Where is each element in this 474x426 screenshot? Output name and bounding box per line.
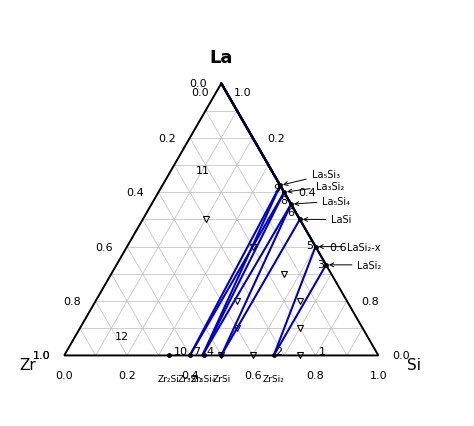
Text: 0.6: 0.6	[244, 370, 262, 380]
Text: 1.0: 1.0	[234, 87, 252, 97]
Text: 0.6: 0.6	[330, 242, 347, 252]
Text: Si: Si	[407, 357, 420, 372]
Text: 1.0: 1.0	[370, 370, 387, 380]
Text: 4: 4	[207, 346, 214, 357]
Text: 8: 8	[280, 196, 287, 205]
Text: Zr₂Si: Zr₂Si	[158, 374, 180, 383]
Text: 2: 2	[275, 346, 282, 357]
Text: 0.6: 0.6	[95, 242, 113, 252]
Text: 0.8: 0.8	[64, 296, 82, 306]
Text: 9: 9	[273, 184, 281, 194]
Text: 12: 12	[115, 331, 129, 342]
Text: 5: 5	[307, 241, 313, 250]
Text: 0.0: 0.0	[55, 370, 73, 380]
Text: La₃Si₂: La₃Si₂	[288, 181, 344, 193]
Text: 0.0: 0.0	[191, 87, 209, 97]
Text: 10: 10	[174, 346, 188, 357]
Text: LaSi: LaSi	[304, 215, 352, 225]
Text: 1.0: 1.0	[32, 351, 50, 360]
Text: LaSi₂-x: LaSi₂-x	[319, 242, 381, 252]
Text: 0.4: 0.4	[298, 188, 316, 198]
Text: Zr₃Si₂: Zr₃Si₂	[177, 374, 202, 383]
Text: 0.2: 0.2	[267, 133, 284, 144]
Text: 0.0: 0.0	[190, 79, 207, 89]
Text: 0.2: 0.2	[118, 370, 136, 380]
Text: ZrSi₂: ZrSi₂	[263, 374, 285, 383]
Text: 6: 6	[287, 207, 294, 217]
Text: La₅Si₃: La₅Si₃	[284, 170, 340, 186]
Text: 0.4: 0.4	[181, 370, 199, 380]
Text: 0.4: 0.4	[127, 188, 144, 198]
Text: ZrSi: ZrSi	[212, 374, 230, 383]
Text: Zr₅Si₄: Zr₅Si₄	[191, 374, 217, 383]
Text: 11: 11	[195, 166, 210, 176]
Text: La₅Si₄: La₅Si₄	[295, 196, 350, 207]
Text: 0.8: 0.8	[307, 370, 324, 380]
Text: 0.2: 0.2	[158, 133, 176, 144]
Text: Zr: Zr	[19, 357, 36, 372]
Text: LaSi₂: LaSi₂	[330, 260, 382, 270]
Text: La: La	[210, 49, 233, 67]
Text: 1: 1	[319, 346, 326, 357]
Text: 3: 3	[318, 260, 325, 270]
Text: 0.0: 0.0	[392, 351, 410, 360]
Text: 0.8: 0.8	[361, 296, 379, 306]
Text: 7: 7	[193, 346, 201, 357]
Text: 1.0: 1.0	[32, 351, 50, 360]
